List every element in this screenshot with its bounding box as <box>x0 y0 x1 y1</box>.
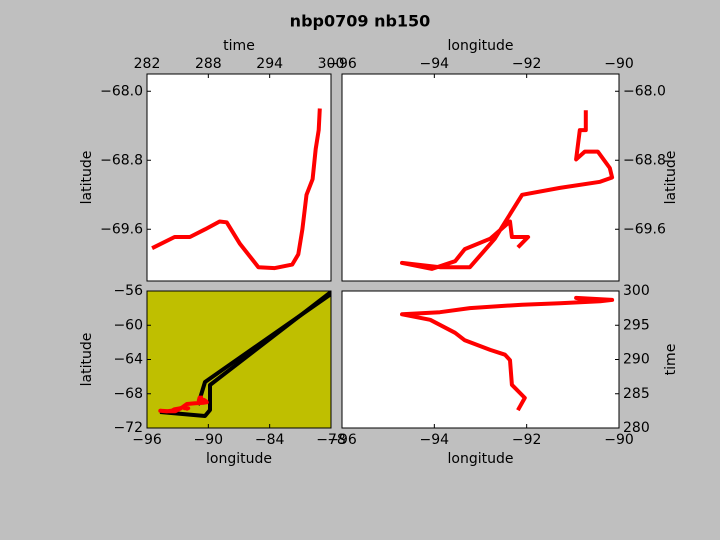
figure-title: nbp0709 nb150 <box>290 12 431 31</box>
x-tick-label: 294 <box>256 56 283 72</box>
y-tick-label: −68.8 <box>100 152 143 168</box>
x-tick-label: −96 <box>327 56 357 72</box>
y-tick-label: 280 <box>623 420 650 436</box>
x-tick-label: −90 <box>194 432 224 448</box>
y-tick-label: −68 <box>113 386 143 402</box>
plot-area <box>342 291 619 428</box>
x-tick-label: −94 <box>420 56 450 72</box>
x-tick-label: −78 <box>316 432 346 448</box>
y-axis-label: time <box>663 344 679 376</box>
data-line <box>159 291 331 418</box>
x-tick-label: −92 <box>512 432 542 448</box>
x-tick-label: 282 <box>134 56 161 72</box>
plot-frame <box>341 73 620 282</box>
data-line <box>400 110 615 271</box>
x-tick-label: −90 <box>604 56 634 72</box>
y-tick-label: −72 <box>113 420 143 436</box>
y-tick-label: −56 <box>113 283 143 299</box>
y-tick-label: 290 <box>623 352 650 368</box>
plot-frame <box>146 73 332 282</box>
y-tick-label: 295 <box>623 317 650 333</box>
y-axis-label: latitude <box>663 151 679 205</box>
y-tick-label: −60 <box>113 317 143 333</box>
x-tick-label: 300 <box>318 56 345 72</box>
y-tick-label: 285 <box>623 386 650 402</box>
x-axis-label: longitude <box>206 451 272 467</box>
x-tick-label: 288 <box>195 56 222 72</box>
plot-area <box>147 74 331 281</box>
data-line <box>158 395 209 414</box>
y-tick-label: −68.8 <box>623 152 666 168</box>
x-tick-label: −90 <box>604 432 634 448</box>
x-axis-label: longitude <box>448 38 514 54</box>
data-line <box>400 295 615 412</box>
x-tick-label: −96 <box>327 432 357 448</box>
x-axis-label: longitude <box>448 451 514 467</box>
y-tick-label: −69.6 <box>100 221 143 237</box>
y-tick-label: 300 <box>623 283 650 299</box>
y-tick-label: −68.0 <box>100 83 143 99</box>
y-axis-label: latitude <box>79 333 95 387</box>
y-tick-label: −68.0 <box>623 83 666 99</box>
plot-area <box>342 74 619 281</box>
y-axis-label: latitude <box>79 151 95 205</box>
x-tick-label: −92 <box>512 56 542 72</box>
data-line <box>151 108 322 271</box>
x-tick-label: −96 <box>132 432 162 448</box>
y-tick-label: −69.6 <box>623 221 666 237</box>
x-tick-label: −94 <box>420 432 450 448</box>
x-axis-label: time <box>223 38 255 54</box>
x-tick-label: −84 <box>255 432 285 448</box>
y-tick-label: −64 <box>113 352 143 368</box>
